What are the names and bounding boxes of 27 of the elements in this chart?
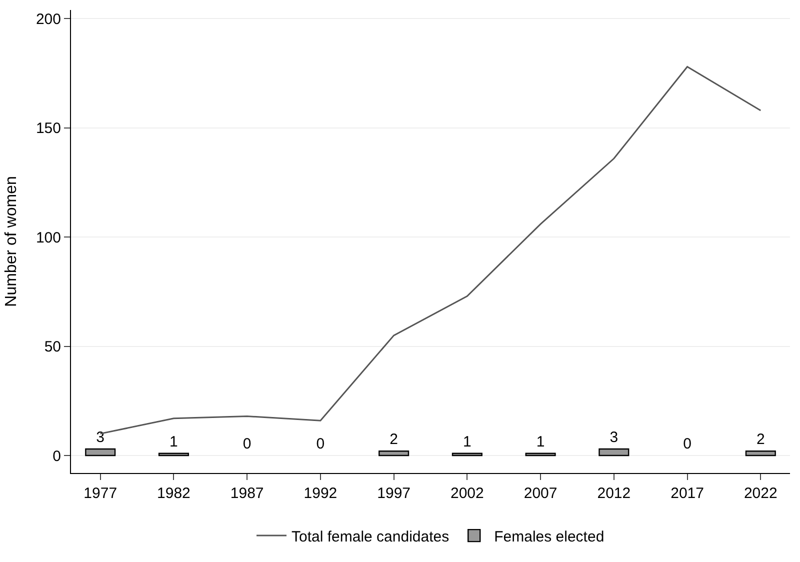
- y-tick-label: 200: [36, 10, 61, 28]
- data-label: 2: [390, 431, 398, 448]
- y-tick-label: 100: [36, 229, 61, 246]
- data-label: 0: [242, 436, 252, 453]
- x-tick-label: 2007: [524, 485, 558, 502]
- data-label: 2: [756, 431, 765, 448]
- y-axis-title: Number of women: [2, 176, 20, 307]
- data-label: 1: [536, 433, 545, 450]
- legend-label: Total female candidates: [292, 528, 450, 546]
- x-tick-label: 1977: [84, 485, 118, 502]
- x-tick-label: 2012: [597, 485, 631, 502]
- data-label: 3: [610, 428, 618, 446]
- x-tick-label: 2002: [450, 485, 484, 502]
- data-label: 0: [316, 436, 325, 453]
- x-tick-label: 2022: [744, 485, 778, 502]
- x-tick-label: 1992: [304, 485, 338, 502]
- x-tick-label: 2017: [670, 485, 704, 502]
- data-label: 1: [170, 433, 178, 450]
- y-tick-label: 150: [36, 120, 61, 138]
- data-label: 0: [683, 436, 692, 453]
- x-tick-label: 1987: [230, 485, 264, 502]
- data-label: 1: [463, 433, 472, 450]
- y-tick-label: 50: [44, 338, 61, 356]
- x-tick-label: 1982: [157, 485, 190, 502]
- legend-label: Females elected: [494, 528, 604, 546]
- x-tick-label: 1997: [377, 485, 411, 502]
- y-tick-label: 0: [52, 448, 61, 465]
